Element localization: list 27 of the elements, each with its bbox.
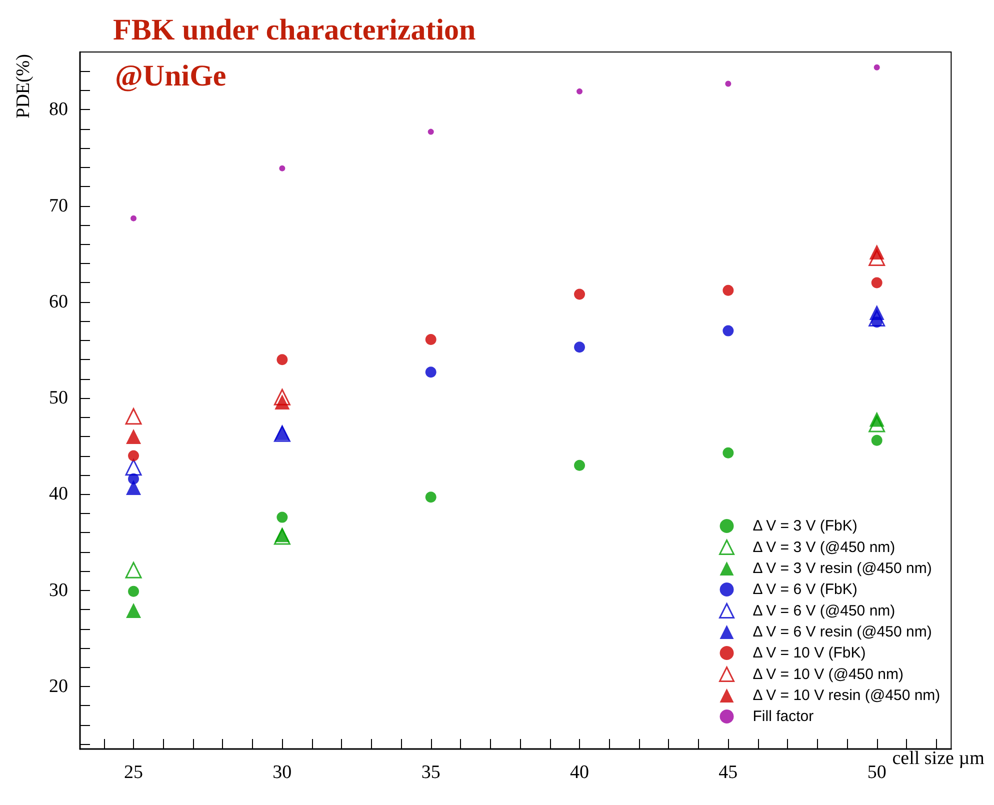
y-tick-label: 30 (49, 580, 68, 601)
legend-label: Δ V = 6 V resin (@450 nm) (752, 624, 932, 640)
y-tick-label: 60 (49, 291, 68, 312)
x-tick-label: 40 (570, 762, 590, 783)
legend-label: Fill factor (752, 708, 814, 725)
y-tick-label: 70 (49, 195, 68, 216)
y-tick-label: 40 (49, 484, 68, 505)
x-tick-label: 25 (124, 762, 144, 783)
chart-subtitle: @UniGe (115, 60, 226, 92)
x-tick-label: 30 (272, 762, 292, 783)
legend-label: Δ V = 10 V (FbK) (752, 644, 866, 662)
legend-label: Δ V = 6 V (@450 nm) (752, 602, 896, 620)
y-tick-label: 50 (49, 388, 68, 409)
chart-title: FBK under characterization (113, 14, 476, 46)
y-tick-label: 20 (49, 676, 68, 698)
legend-label: Δ V = 10 V resin (@450 nm) (752, 687, 940, 704)
y-axis-title: PDE(%) (13, 54, 34, 118)
legend-label: Δ V = 10 V (@450 nm) (752, 666, 904, 683)
y-tick-label: 80 (49, 99, 68, 120)
x-tick-label: 50 (867, 762, 886, 783)
x-tick-label: 35 (421, 762, 440, 783)
legend-label: Δ V = 3 V (@450 nm) (752, 538, 896, 556)
legend-label: Δ V = 3 V (FbK) (752, 518, 858, 534)
x-axis-title: cell size µm (892, 748, 985, 769)
legend-label: Δ V = 3 V resin (@450 nm) (752, 560, 932, 577)
x-tick-label: 45 (718, 762, 738, 783)
legend-label: Δ V = 6 V (FbK) (752, 581, 858, 598)
